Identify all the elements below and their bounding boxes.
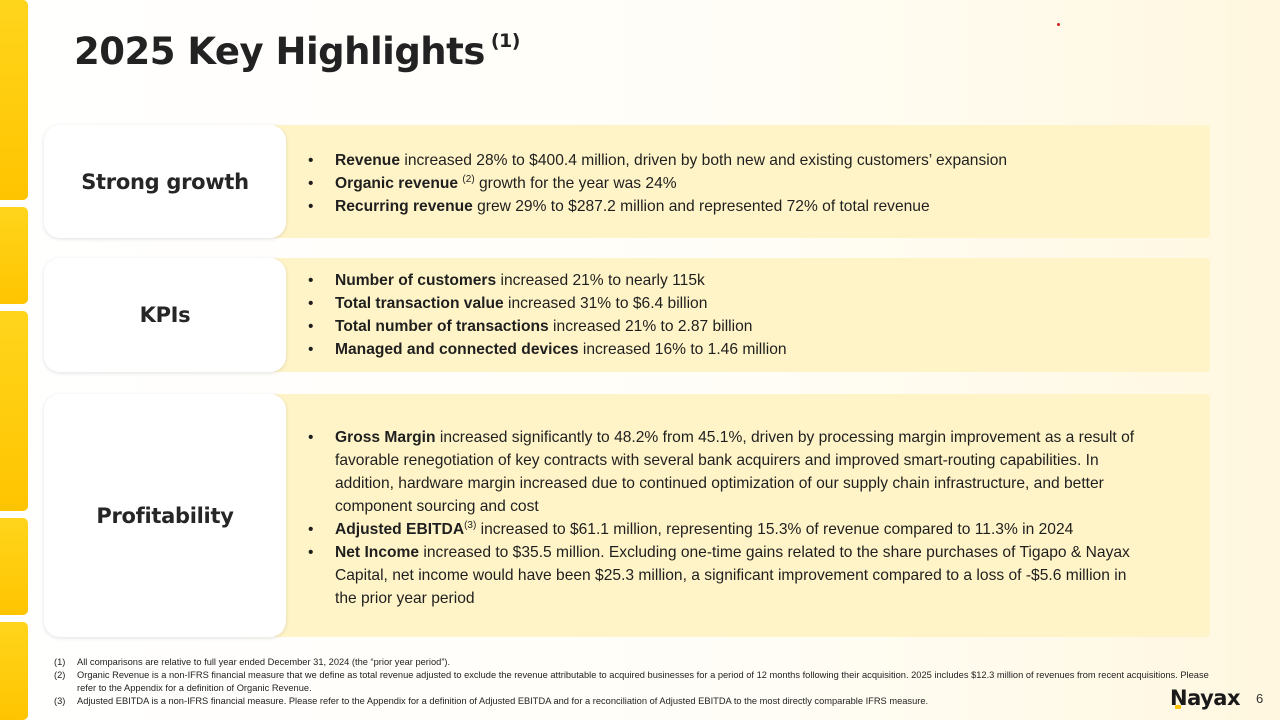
bullet-text: increased to $35.5 million. Excluding on…	[335, 544, 1130, 607]
bullet-item: Managed and connected devices increased …	[308, 338, 1150, 361]
bullet-text: grew 29% to $287.2 million and represent…	[472, 198, 930, 215]
bullet-bold: Total number of transactions	[335, 318, 549, 335]
section-label-card: KPIs	[44, 258, 286, 372]
decorative-dot	[1057, 23, 1060, 26]
bullet-item: Number of customers increased 21% to nea…	[308, 269, 1150, 292]
bullet-item: Recurring revenue grew 29% to $287.2 mil…	[308, 195, 1150, 218]
bullet-item: Adjusted EBITDA(3) increased to $61.1 mi…	[308, 518, 1150, 541]
bullet-item: Gross Margin increased significantly to …	[308, 426, 1150, 518]
bullet-list: Number of customers increased 21% to nea…	[308, 269, 1150, 361]
footnote-number: (3)	[54, 696, 66, 706]
footnote: (1) All comparisons are relative to full …	[54, 656, 1224, 669]
bullet-text: increased 16% to 1.46 million	[578, 341, 787, 358]
page-title-text: 2025 Key Highlights	[74, 30, 485, 73]
section-label: Profitability	[96, 503, 234, 528]
bullet-item: Net Income increased to $35.5 million. E…	[308, 541, 1150, 610]
bullet-text: increased to $61.1 million, representing…	[476, 521, 1074, 538]
left-accent-strip	[0, 0, 28, 720]
title-footnote-marker: (1)	[490, 30, 521, 52]
strip-segment	[0, 311, 28, 511]
footnote-number: (1)	[54, 657, 66, 667]
bullet-bold: Managed and connected devices	[335, 341, 579, 358]
bullet-bold: Net Income	[335, 544, 420, 561]
bullet-text: increased 21% to 2.87 billion	[548, 318, 753, 335]
section-label: Strong growth	[81, 169, 249, 194]
bullet-bold: Total transaction value	[335, 295, 504, 312]
bullet-text: increased 31% to $6.4 billion	[503, 295, 708, 312]
bullet-text: growth for the year was 24%	[474, 175, 677, 192]
logo-accent-mark	[1175, 705, 1181, 709]
bullet-bold: Gross Margin	[335, 429, 436, 446]
strip-segment	[0, 0, 28, 200]
footnote-number: (2)	[54, 670, 66, 680]
footnote: (3) Adjusted EBITDA is a non-IFRS financi…	[54, 695, 1224, 708]
bullet-list: Revenue increased 28% to $400.4 million,…	[308, 149, 1150, 218]
bullet-text: increased significantly to 48.2% from 45…	[335, 429, 1135, 515]
section-label-card: Profitability	[44, 394, 286, 637]
bullet-bold: Number of customers	[335, 272, 497, 289]
strip-segment	[0, 518, 28, 615]
bullet-item: Total transaction value increased 31% to…	[308, 292, 1150, 315]
bullet-item: Organic revenue (2) growth for the year …	[308, 172, 1150, 195]
bullet-bold: Organic revenue	[335, 175, 459, 192]
section-strong-growth: Strong growth Revenue increased 28% to $…	[44, 125, 1210, 238]
page-number: 6	[1256, 691, 1264, 706]
footnote: (2) Organic Revenue is a non-IFRS financi…	[54, 669, 1224, 695]
bullet-bold: Revenue	[335, 152, 401, 169]
section-kpis: KPIs Number of customers increased 21% t…	[44, 258, 1210, 372]
section-profitability: Profitability Gross Margin increased sig…	[44, 394, 1210, 637]
strip-segment	[0, 207, 28, 304]
bullet-bold: Recurring revenue	[335, 198, 473, 215]
footnote-text: Organic Revenue is a non-IFRS financial …	[77, 670, 1209, 693]
bullet-item: Total number of transactions increased 2…	[308, 315, 1150, 338]
bullet-list: Gross Margin increased significantly to …	[308, 426, 1150, 610]
footnotes: (1) All comparisons are relative to full …	[54, 656, 1224, 708]
strip-segment	[0, 622, 28, 720]
footnote-text: All comparisons are relative to full yea…	[77, 657, 451, 667]
page-title: 2025 Key Highlights (1)	[74, 30, 520, 73]
bullet-text: increased 28% to $400.4 million, driven …	[400, 152, 1008, 169]
bullet-bold: Adjusted EBITDA	[335, 521, 465, 538]
footnote-text: Adjusted EBITDA is a non-IFRS financial …	[77, 696, 929, 706]
bullet-item: Revenue increased 28% to $400.4 million,…	[308, 149, 1150, 172]
section-label-card: Strong growth	[44, 125, 286, 238]
bullet-text: increased 21% to nearly 115k	[496, 272, 705, 289]
nayax-logo: Nayax	[1170, 686, 1241, 710]
section-label: KPIs	[139, 303, 191, 327]
footnote-marker: (3)	[464, 520, 477, 531]
footnote-marker: (2)	[462, 174, 475, 185]
